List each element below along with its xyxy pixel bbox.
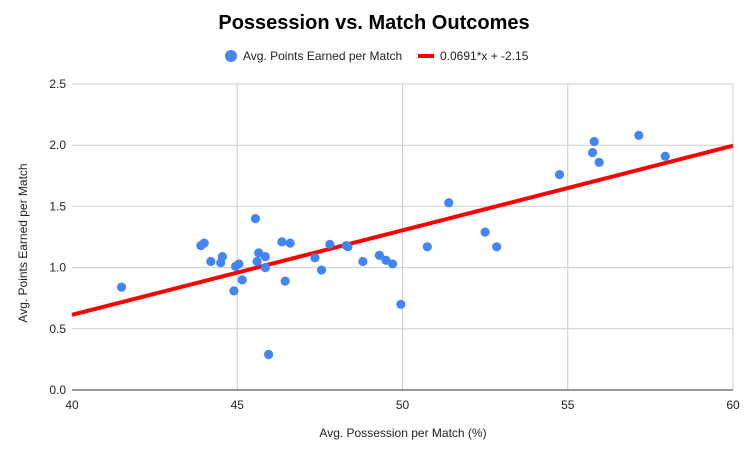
data-point <box>264 349 274 360</box>
x-axis-label: Avg. Possession per Match (%) <box>319 426 486 440</box>
x-tick-label: 45 <box>231 398 245 412</box>
data-point <box>587 147 598 158</box>
data-point <box>594 157 604 167</box>
data-point <box>316 265 327 275</box>
data-point <box>277 237 287 247</box>
data-point <box>634 130 644 141</box>
y-tick-label: 2.0 <box>49 138 66 152</box>
x-tick-label: 50 <box>396 398 410 412</box>
data-point <box>660 151 670 161</box>
data-point <box>250 214 261 224</box>
legend: Avg. Points Earned per Match 0.0691*x + … <box>225 49 529 63</box>
data-point <box>234 259 244 269</box>
data-point <box>285 238 295 248</box>
data-point <box>422 242 432 252</box>
trendline-line <box>71 143 734 317</box>
data-point <box>237 275 247 285</box>
data-point <box>199 238 209 248</box>
data-point <box>480 227 490 237</box>
data-point <box>396 299 406 309</box>
legend-marker-points <box>225 50 237 62</box>
legend-label-points: Avg. Points Earned per Match <box>243 49 402 63</box>
data-point <box>217 251 227 262</box>
data-point <box>206 256 216 267</box>
y-tick-label: 2.5 <box>49 77 66 91</box>
data-point <box>310 253 320 263</box>
chart-title: Possession vs. Match Outcomes <box>218 12 529 34</box>
y-tick-label: 0.5 <box>49 322 66 336</box>
data-point <box>325 239 335 249</box>
legend-label-trendline: 0.0691*x + -2.15 <box>440 49 529 63</box>
data-point <box>280 276 290 286</box>
data-point <box>358 256 368 267</box>
x-tick-label: 55 <box>561 398 575 412</box>
y-tick-label: 1.0 <box>49 261 66 275</box>
x-tick-label: 40 <box>65 398 79 412</box>
data-point <box>444 198 454 208</box>
data-point <box>229 286 239 296</box>
data-point <box>492 242 502 252</box>
tick-labels: 40 45 50 55 60 0.0 0.5 1.0 1.5 2.0 2.5 <box>49 77 740 412</box>
data-point <box>387 259 398 269</box>
data-point <box>554 169 565 180</box>
trendline <box>71 143 734 317</box>
data-points <box>116 130 670 360</box>
x-tick-label: 60 <box>726 398 740 412</box>
data-point <box>589 136 599 147</box>
data-point <box>343 242 353 252</box>
data-point <box>374 250 384 260</box>
y-tick-label: 0.0 <box>49 383 66 397</box>
y-axis-label: Avg. Points Earned per Match <box>16 163 30 322</box>
data-point <box>260 263 270 273</box>
data-point <box>252 256 262 267</box>
gridlines <box>72 83 734 391</box>
data-point <box>116 282 127 292</box>
y-tick-label: 1.5 <box>49 199 66 213</box>
data-point <box>260 251 270 262</box>
